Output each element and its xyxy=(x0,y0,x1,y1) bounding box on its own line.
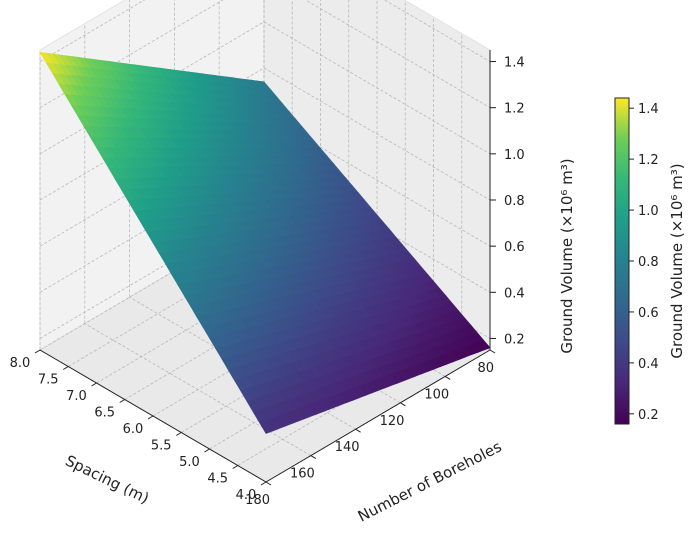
spacing-tick-label: 6.0 xyxy=(123,422,144,437)
spacing-tick-label: 4.0 xyxy=(236,488,257,503)
boreholes-tick-label: 100 xyxy=(424,387,449,402)
spacing-tick-mark xyxy=(175,432,182,436)
spacing-tick-mark xyxy=(62,366,69,370)
volume-tick-label: 1.4 xyxy=(504,56,525,71)
boreholes-tick-label: 80 xyxy=(477,361,494,376)
spacing-tick-mark xyxy=(91,382,97,387)
spacing-tick-mark xyxy=(119,399,126,403)
x-axis-label: Spacing (m) xyxy=(62,452,151,508)
volume-tick-label: 1.0 xyxy=(504,148,525,163)
colorbar-tick-label: 0.6 xyxy=(638,306,659,321)
boreholes-axis-ticks: 80 100 120 140 160 180 xyxy=(245,349,496,508)
boreholes-tick-label: 120 xyxy=(380,414,405,429)
colorbar-tick-label: 1.4 xyxy=(638,102,659,117)
spacing-tick-mark xyxy=(232,465,239,469)
colorbar-tick-label: 0.8 xyxy=(638,255,659,270)
surface-plot xyxy=(39,51,491,434)
boreholes-tick-mark xyxy=(310,455,317,460)
spacing-tick-mark xyxy=(34,349,41,354)
colorbar-label: Ground Volume (×10⁶ m³) xyxy=(668,163,686,358)
volume-tick-label: 0.8 xyxy=(504,194,525,209)
spacing-tick-mark xyxy=(147,415,154,420)
spacing-axis-ticks: 4.0 4.5 5.0 5.5 6.0 6.5 7.0 7.5 8.0 xyxy=(10,349,267,503)
volume-tick-label: 0.4 xyxy=(504,286,525,301)
grid-wall-volume-right xyxy=(304,0,491,109)
boreholes-tick-label: 180 xyxy=(245,493,270,508)
grid-wall-volume-right xyxy=(263,67,491,201)
colorbar-tick-label: 0.4 xyxy=(638,357,659,372)
spacing-tick-label: 5.5 xyxy=(151,439,172,454)
boreholes-tick-mark xyxy=(265,481,272,486)
grid-floor-boreholes xyxy=(84,323,312,456)
colorbar-ticks: 0.2 0.4 0.6 0.8 1.0 1.2 1.4 xyxy=(629,102,659,423)
spacing-tick-label: 4.5 xyxy=(207,472,228,487)
volume-tick-label: 1.2 xyxy=(504,102,525,117)
boreholes-axis-line xyxy=(265,349,491,483)
colorbar-tick-label: 0.2 xyxy=(638,408,659,423)
volume-tick-label: 0.6 xyxy=(504,240,525,255)
spacing-tick-label: 5.0 xyxy=(179,455,200,470)
colorbar xyxy=(614,97,630,425)
surface-cell xyxy=(259,420,273,434)
boreholes-tick-label: 160 xyxy=(290,467,315,482)
grid-wall-volume-right xyxy=(263,21,491,155)
spacing-tick-label: 8.0 xyxy=(10,356,31,371)
boreholes-tick-mark xyxy=(444,375,451,380)
spacing-tick-label: 7.0 xyxy=(66,389,87,404)
colorbar-tick-label: 1.2 xyxy=(638,153,659,168)
colorbar-tick-label: 1.0 xyxy=(638,204,659,219)
boreholes-tick-mark xyxy=(400,402,406,407)
spacing-tick-mark xyxy=(260,481,267,486)
boreholes-tick-mark xyxy=(355,428,361,433)
spacing-tick-label: 6.5 xyxy=(94,406,115,421)
boreholes-tick-label: 140 xyxy=(335,440,360,455)
boreholes-tick-mark xyxy=(489,349,496,354)
volume-tick-label: 0.2 xyxy=(504,332,525,347)
spacing-tick-label: 7.5 xyxy=(38,373,59,388)
spacing-tick-mark xyxy=(204,448,210,453)
y-axis-label: Number of Boreholes xyxy=(355,437,505,525)
volume-axis-ticks: 0.2 0.4 0.6 0.8 1.0 1.2 1.4 xyxy=(490,56,525,347)
z-axis-label: Ground Volume (×10⁶ m³) xyxy=(558,158,576,353)
grid-wall-volume-right xyxy=(263,113,491,247)
grid-wall-volume-left xyxy=(39,0,224,109)
